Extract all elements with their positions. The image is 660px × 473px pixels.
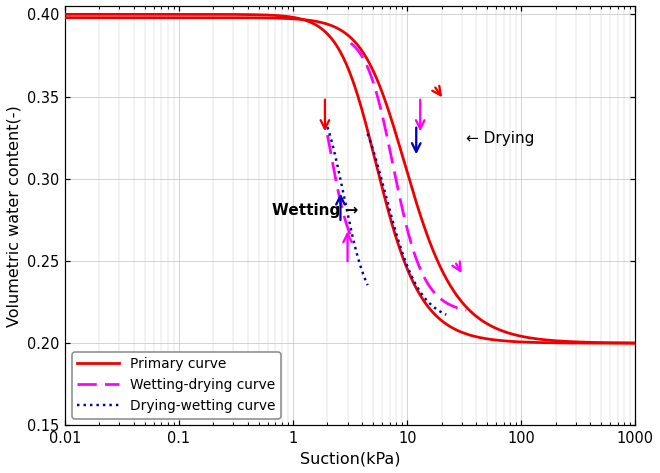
Primary curve <box>632 341 640 346</box>
Primary curve <box>552 340 560 346</box>
Drying-wetting curve <box>346 223 354 228</box>
Primary curve <box>407 275 415 281</box>
Drying-wetting curve <box>356 264 364 270</box>
Wetting-drying curve <box>323 132 331 138</box>
Drying-wetting curve <box>364 282 372 288</box>
Drying-wetting curve <box>351 245 359 250</box>
Legend: Primary curve, Wetting-drying curve, Drying-wetting curve: Primary curve, Wetting-drying curve, Dry… <box>72 352 280 419</box>
Wetting-drying curve <box>340 211 348 217</box>
Primary curve <box>96 11 104 17</box>
Line: Primary curve: Primary curve <box>65 14 636 343</box>
Primary curve <box>424 304 432 310</box>
Text: Wetting →: Wetting → <box>272 203 358 218</box>
Drying-wetting curve <box>337 178 345 184</box>
Primary curve <box>494 337 502 343</box>
Wetting-drying curve <box>343 222 350 228</box>
Drying-wetting curve <box>339 191 347 196</box>
Text: ← Drying: ← Drying <box>467 131 535 146</box>
Drying-wetting curve <box>323 124 331 130</box>
X-axis label: Suction(kPa): Suction(kPa) <box>300 452 401 467</box>
Y-axis label: Volumetric water content(-): Volumetric water content(-) <box>6 105 21 327</box>
Drying-wetting curve <box>345 215 352 221</box>
Wetting-drying curve <box>336 195 344 201</box>
Wetting-drying curve <box>337 200 345 205</box>
Wetting-drying curve <box>346 233 354 239</box>
Primary curve <box>61 11 69 17</box>
Line: Drying-wetting curve: Drying-wetting curve <box>327 127 368 285</box>
Wetting-drying curve <box>331 174 339 179</box>
Wetting-drying curve <box>333 181 341 187</box>
Primary curve <box>392 235 400 241</box>
Line: Wetting-drying curve: Wetting-drying curve <box>327 135 350 236</box>
